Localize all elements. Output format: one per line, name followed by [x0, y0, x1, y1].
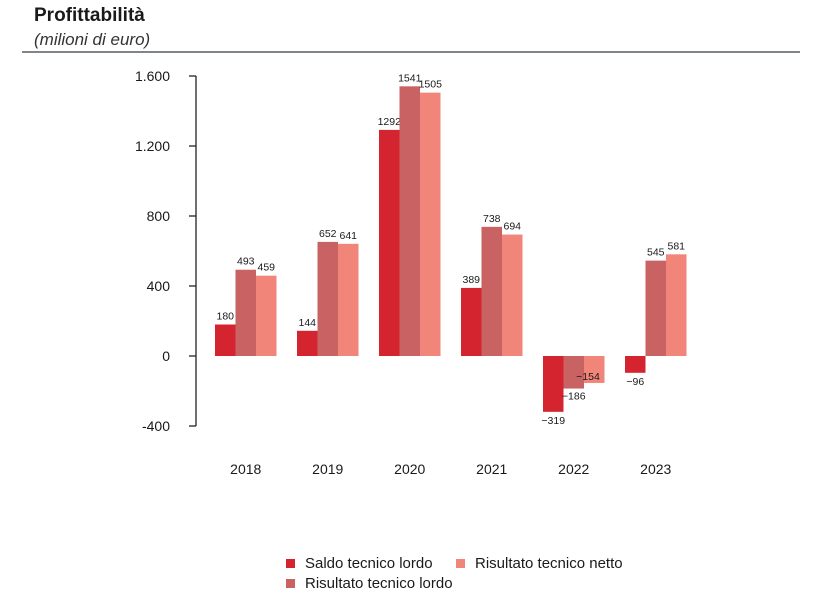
legend-item-netto: Risultato tecnico netto — [456, 555, 623, 572]
title-divider — [22, 51, 800, 53]
legend-swatch — [286, 559, 295, 568]
y-tick-label: 400 — [147, 278, 171, 294]
x-tick-label: 2023 — [640, 461, 671, 477]
legend-label: Risultato tecnico lordo — [305, 575, 453, 592]
x-tick-label: 2019 — [312, 461, 343, 477]
x-tick-label: 2018 — [230, 461, 261, 477]
bar-value-label: −154 — [576, 371, 600, 383]
bar — [563, 356, 584, 389]
bar — [338, 243, 359, 356]
bar — [317, 241, 338, 356]
bar-value-label: −186 — [562, 391, 586, 403]
bar — [584, 356, 605, 383]
bar-value-label: −319 — [541, 415, 565, 427]
legend-label: Risultato tecnico netto — [475, 555, 623, 572]
bar — [645, 260, 666, 356]
bar-value-label: 545 — [647, 247, 665, 259]
bar-value-label: 389 — [462, 274, 480, 286]
y-tick-label: 1.600 — [135, 68, 170, 84]
bar — [420, 92, 441, 356]
chart-legend: Saldo tecnico lordo Risultato tecnico lo… — [286, 555, 646, 595]
bar — [399, 86, 420, 356]
x-tick-label: 2020 — [394, 461, 425, 477]
legend-item-saldo: Saldo tecnico lordo — [286, 555, 433, 572]
y-tick-label: 800 — [147, 208, 171, 224]
bar — [215, 324, 236, 356]
bar — [235, 269, 256, 356]
bar-value-label: 144 — [298, 317, 316, 329]
bar-value-label: 652 — [319, 228, 337, 240]
bar-value-label: 459 — [257, 262, 275, 274]
bar — [502, 234, 523, 356]
bar-value-label: 1541 — [398, 72, 422, 84]
y-tick-label: -400 — [142, 418, 170, 434]
legend-swatch — [286, 579, 295, 588]
bar — [256, 275, 277, 356]
bar-value-label: 581 — [667, 240, 685, 252]
y-tick-label: 1.200 — [135, 138, 170, 154]
chart-subtitle: (milioni di euro) — [34, 30, 151, 49]
legend-swatch — [456, 559, 465, 568]
bar-value-label: 1505 — [419, 79, 443, 91]
bar-value-label: 1292 — [378, 116, 402, 128]
bar — [481, 226, 502, 356]
x-tick-label: 2022 — [558, 461, 589, 477]
bar-value-label: 180 — [216, 311, 234, 323]
bar-value-label: −96 — [626, 376, 644, 388]
bar — [297, 330, 318, 356]
bar — [379, 129, 400, 356]
legend-item-lordo: Risultato tecnico lordo — [286, 575, 453, 592]
bar — [461, 287, 482, 356]
bar-chart: -400 0 400 800 1.200 1.600 180 493 459 2018 144 652… — [135, 68, 687, 477]
chart-title: Profittabilità — [34, 5, 145, 26]
bar — [625, 356, 646, 373]
bar-value-label: 493 — [237, 256, 255, 268]
bar-value-label: 738 — [483, 213, 501, 225]
bar-value-label: 641 — [339, 230, 357, 242]
legend-label: Saldo tecnico lordo — [305, 555, 433, 572]
bar — [543, 356, 564, 412]
y-tick-label: 0 — [162, 348, 170, 364]
bar — [666, 254, 687, 356]
x-tick-label: 2021 — [476, 461, 507, 477]
bar-value-label: 694 — [503, 221, 521, 233]
